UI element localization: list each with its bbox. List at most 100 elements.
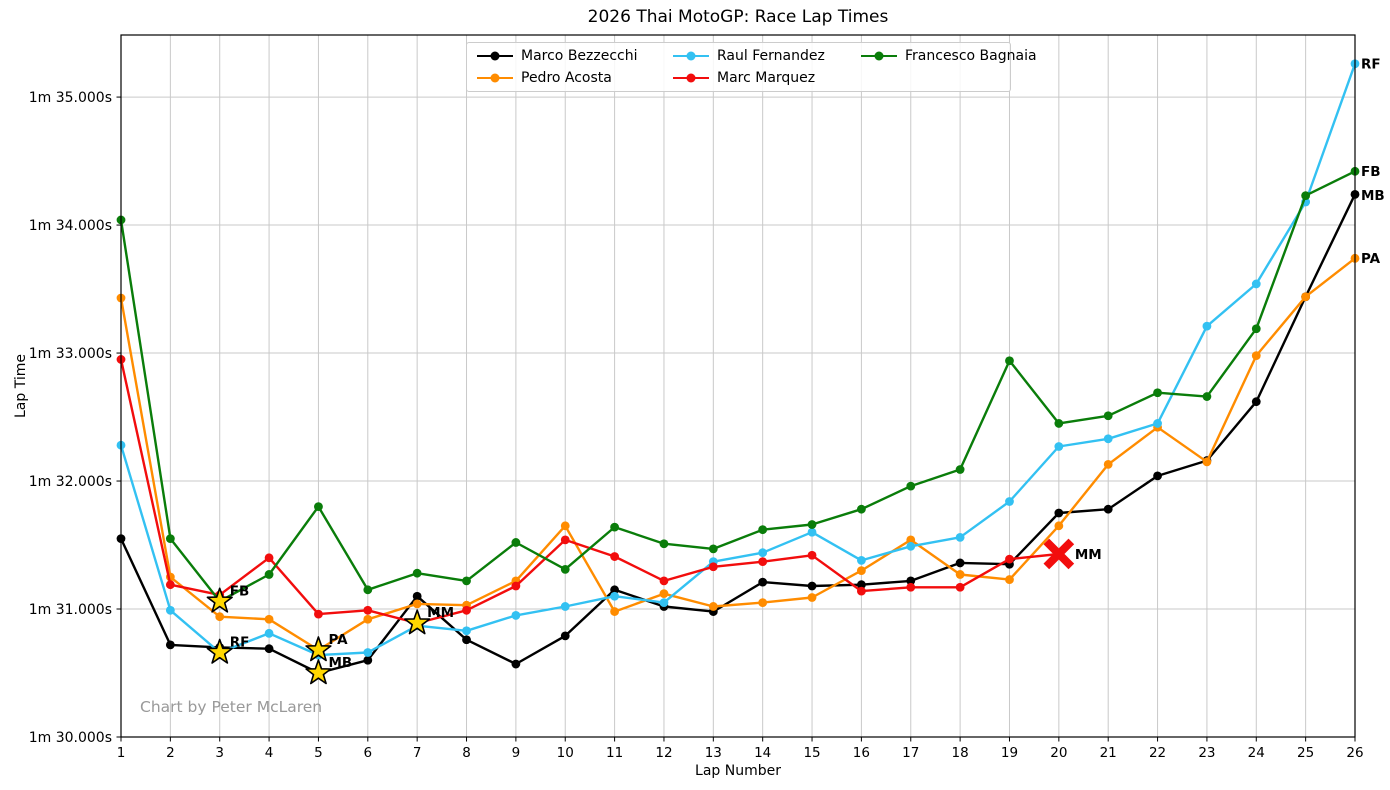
y-tick-label: 1m 31.000s [29,602,112,618]
data-point-marc-marquez [906,582,916,592]
data-point-marco-bezzecchi [1251,397,1261,407]
x-tick-label: 4 [265,745,274,761]
data-point-pedro-acosta [610,607,619,616]
chart-title: 2026 Thai MotoGP: Race Lap Times [587,7,889,27]
data-point-marco-bezzecchi [412,591,422,601]
end-label-mb: MB [1361,188,1385,204]
data-point-marco-bezzecchi [560,631,570,641]
data-point-raul-fernandez [610,591,619,601]
x-axis-label: Lap Number [695,763,781,779]
data-point-pedro-acosta [807,593,817,602]
data-point-francesco-bagnaia [314,502,323,512]
data-point-pedro-acosta [1251,351,1261,361]
x-tick-label: 10 [557,745,574,761]
x-tick-label: 21 [1100,745,1117,761]
legend-line-swatch [477,73,513,83]
data-point-marco-bezzecchi [462,635,471,645]
legend-label: Pedro Acosta [521,70,612,86]
legend-dot-swatch [686,73,696,83]
fastest-lap-star-fb [206,587,233,613]
data-point-francesco-bagnaia [560,564,570,574]
data-point-marc-marquez [1005,554,1014,564]
data-point-raul-fernandez [165,605,175,615]
x-tick-label: 7 [413,745,422,761]
data-point-francesco-bagnaia [1251,324,1261,334]
fastest-lap-star-mm [404,609,431,635]
y-tick-label: 1m 33.000s [29,346,112,362]
x-tick-label: 15 [803,745,820,761]
data-point-francesco-bagnaia [1301,191,1311,201]
data-point-pedro-acosta [659,589,669,599]
x-tick-label: 11 [606,745,623,761]
data-point-marco-bezzecchi [363,655,373,665]
end-label-fb: FB [1361,164,1381,180]
x-tick-label: 16 [853,745,870,761]
legend-label: Marco Bezzecchi [521,48,638,64]
star-label-rf: RF [230,635,250,651]
x-tick-label: 20 [1050,745,1067,761]
star-label-mm: MM [427,605,454,621]
data-point-marc-marquez [610,552,619,561]
y-ticks: 1m 30.000s 1m 31.000s 1m 32.000s 1m 33.000s… [29,90,121,746]
legend-line-swatch [673,51,709,61]
legend-entry-pedro-acosta: Pedro Acosta [477,70,673,86]
fastest-lap-star-pa [305,636,332,662]
x-tick-label: 26 [1346,745,1363,761]
end-label-rf: RF [1361,56,1381,72]
series-line-pedro-acosta [119,257,1356,652]
data-point-francesco-bagnaia [1005,356,1014,366]
series-line-francesco-bagnaia [119,170,1356,603]
x-tick-label: 14 [754,745,771,761]
data-point-francesco-bagnaia [264,570,274,579]
data-point-pedro-acosta [1301,292,1311,302]
x-tick-label: 5 [314,745,323,761]
data-point-raul-fernandez [1054,442,1064,451]
data-point-marco-bezzecchi [955,558,965,568]
data-point-marco-bezzecchi [906,576,916,586]
y-axis-label: Lap Time [13,354,29,418]
data-point-francesco-bagnaia [659,539,669,549]
x-tick-label: 9 [512,745,521,761]
data-point-pedro-acosta [560,521,570,531]
legend-dot-swatch [490,73,500,83]
x-tick-label: 22 [1149,745,1166,761]
data-point-marco-bezzecchi [1103,504,1113,514]
series-line-raul-fernandez [119,63,1357,657]
data-point-pedro-acosta [412,599,422,609]
data-point-raul-fernandez [1103,434,1113,444]
legend-entry-marc-marquez: Marc Marquez [673,70,861,86]
data-point-pedro-acosta [264,614,274,624]
data-point-pedro-acosta [363,614,373,624]
data-point-marc-marquez [264,553,274,563]
data-point-francesco-bagnaia [1153,388,1162,398]
series-line-marc-marquez [119,359,1059,625]
x-tick-label: 13 [705,745,722,761]
data-point-pedro-acosta [1005,575,1014,584]
data-point-raul-fernandez [906,541,916,551]
legend-entry-marco-bezzecchi: Marco Bezzecchi [477,48,673,64]
series-raul-fernandez [116,59,1360,660]
data-point-francesco-bagnaia [363,585,373,595]
data-point-marc-marquez [511,581,521,591]
legend-line-swatch [861,51,897,61]
data-point-marco-bezzecchi [807,581,817,591]
x-tick-label: 8 [462,745,471,761]
legend-label: Marc Marquez [717,70,816,86]
legend-dot-swatch [686,51,696,61]
legend-entry-raul-fernandez: Raul Fernandez [673,48,861,64]
data-point-marco-bezzecchi [758,577,768,587]
data-point-marc-marquez [165,580,175,590]
dnf-label-mm: MM [1075,547,1102,563]
legend-line-swatch [477,51,513,61]
data-point-raul-fernandez [1251,279,1261,289]
data-point-marc-marquez [758,557,768,567]
fastest-lap-star-mb [305,659,332,685]
legend-dot-swatch [874,51,884,61]
x-tick-label: 6 [364,745,373,761]
x-ticks: 1 2 3 4 5 6 7 8 9 10 11 12 13 14 15 16 17 18 19 20 21 22 23 24 2… [117,737,1364,761]
series-francesco-bagnaia [116,166,1360,606]
x-tick-label: 25 [1297,745,1314,761]
data-point-francesco-bagnaia [807,520,817,529]
